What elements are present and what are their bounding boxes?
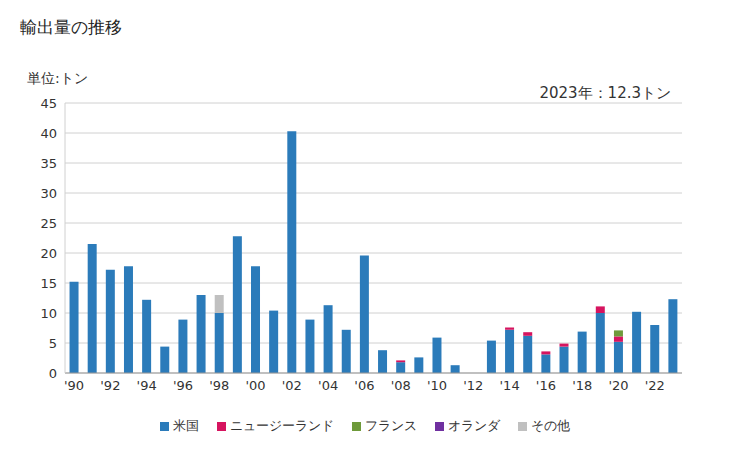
svg-text:35: 35	[40, 156, 57, 171]
html-text:その他: その他	[530, 418, 570, 433]
svg-text:'92: '92	[100, 378, 120, 393]
html-text:フランス: フランス	[364, 418, 417, 433]
svg-text:'14: '14	[500, 378, 520, 393]
svg-text:'16: '16	[536, 378, 556, 393]
svg-text:'08: '08	[391, 378, 411, 393]
svg-text:'12: '12	[463, 378, 483, 393]
svg-text:40: 40	[40, 126, 57, 141]
html-text:米国: 米国	[172, 418, 199, 433]
svg-text:'10: '10	[427, 378, 447, 393]
svg-text:'04: '04	[318, 378, 338, 393]
svg-text:'00: '00	[245, 378, 265, 393]
svg-text:'98: '98	[209, 378, 229, 393]
svg-text:0: 0	[49, 366, 57, 381]
svg-text:25: 25	[40, 216, 57, 231]
svg-text:'94: '94	[137, 378, 157, 393]
svg-text:'96: '96	[173, 378, 193, 393]
html-text:単位:トン: 単位:トン	[27, 70, 88, 86]
svg-text:5: 5	[49, 336, 57, 351]
svg-text:30: 30	[40, 186, 57, 201]
svg-text:'20: '20	[608, 378, 628, 393]
svg-text:45: 45	[40, 96, 57, 111]
svg-text:10: 10	[40, 306, 57, 321]
svg-text:'02: '02	[282, 378, 302, 393]
svg-text:'06: '06	[354, 378, 374, 393]
svg-text:15: 15	[40, 276, 57, 291]
html-text:ニュージーランド: ニュージーランド	[229, 418, 334, 433]
html-text:2023年：12.3トン: 2023年：12.3トン	[539, 84, 671, 102]
svg-text:20: 20	[40, 246, 57, 261]
svg-text:'22: '22	[645, 378, 665, 393]
html-text:輸出量の推移: 輸出量の推移	[20, 17, 122, 37]
html-text:オランダ: オランダ	[447, 418, 500, 433]
svg-text:'18: '18	[572, 378, 592, 393]
svg-text:'90: '90	[64, 378, 84, 393]
